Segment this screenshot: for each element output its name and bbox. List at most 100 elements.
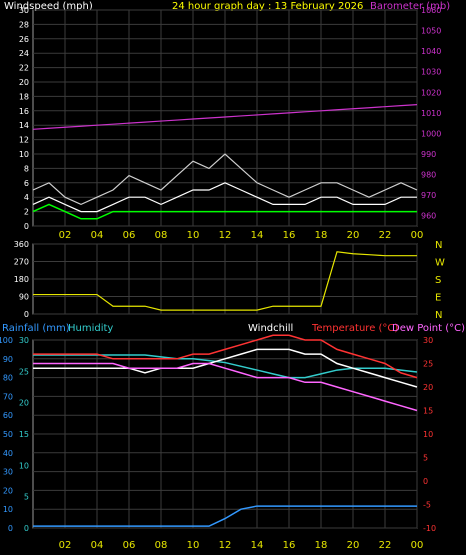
wind-ytick-label: 26 xyxy=(19,35,29,44)
compass-label: W xyxy=(435,258,445,269)
rain-ytick-label: 30 xyxy=(19,336,29,345)
humidity-ytick-label: 100 xyxy=(0,336,13,345)
humidity-ytick-label: 80 xyxy=(3,374,13,383)
barometer-ytick-label: 960 xyxy=(421,212,436,221)
series-gust xyxy=(32,153,418,206)
humidity-ytick-label: 10 xyxy=(3,505,13,514)
time-label-top: 04 xyxy=(91,230,104,241)
barometer-ytick-label: 990 xyxy=(421,150,436,159)
time-label-top: 08 xyxy=(155,230,168,241)
wind-ytick-label: 12 xyxy=(19,136,29,145)
wind-ytick-label: 6 xyxy=(24,179,29,188)
time-label-top: 18 xyxy=(315,230,328,241)
barometer-ytick-label: 980 xyxy=(421,171,436,180)
compass-label: S xyxy=(435,275,441,286)
direction-ytick-label: 270 xyxy=(14,258,29,267)
time-label-bottom: 22 xyxy=(379,540,392,551)
barometer-ytick-label: 1000 xyxy=(421,129,441,138)
humidity-ytick-label: 70 xyxy=(3,392,13,401)
temp-ytick-label: 25 xyxy=(423,360,433,369)
direction-ytick-label: 90 xyxy=(19,293,29,302)
wind-ytick-label: 16 xyxy=(19,107,29,116)
wind-ytick-label: 20 xyxy=(19,78,29,87)
temp-ytick-label: 30 xyxy=(423,336,433,345)
chart-marks: 0246810121416182022242628309609709809901… xyxy=(0,6,445,551)
humidity-ytick-label: 40 xyxy=(3,449,13,458)
series-barometer xyxy=(32,104,418,130)
barometer-ytick-label: 1060 xyxy=(421,6,441,15)
legend-windchill: Windchill xyxy=(248,323,293,334)
barometer-label: Barometer (mb) xyxy=(370,1,450,12)
barometer-ytick-label: 1050 xyxy=(421,27,441,36)
time-label-bottom: 16 xyxy=(283,540,296,551)
compass-label: N xyxy=(435,310,442,321)
chart-title: 24 hour graph day : 13 February 2026 xyxy=(172,1,363,12)
time-label-bottom: 04 xyxy=(91,540,104,551)
rain-ytick-label: 0 xyxy=(24,524,29,533)
windspeed-label: Windspeed (mph) xyxy=(4,1,93,12)
time-label-top: 16 xyxy=(283,230,296,241)
rain-ytick-label: 10 xyxy=(19,461,29,470)
series-direction xyxy=(33,251,417,311)
time-label-bottom: 18 xyxy=(315,540,328,551)
direction-ytick-label: 0 xyxy=(24,310,29,319)
temp-ytick-label: -10 xyxy=(423,524,436,533)
temp-ytick-label: 20 xyxy=(423,383,433,392)
barometer-ytick-label: 970 xyxy=(421,191,436,200)
time-label-top: 02 xyxy=(59,230,72,241)
time-label-top: 14 xyxy=(251,230,264,241)
series-windchill xyxy=(33,348,418,388)
compass-label: N xyxy=(435,240,442,251)
time-label-bottom: 20 xyxy=(347,540,360,551)
time-label-bottom: 12 xyxy=(219,540,232,551)
temp-ytick-label: 10 xyxy=(423,430,433,439)
legend-humidity: Humidity xyxy=(68,323,113,334)
temp-ytick-label: -5 xyxy=(423,501,431,510)
wind-ytick-label: 28 xyxy=(19,20,29,29)
temp-ytick-label: 0 xyxy=(423,477,428,486)
wind-ytick-label: 10 xyxy=(19,150,29,159)
barometer-ytick-label: 1040 xyxy=(421,47,441,56)
series-average xyxy=(32,203,417,220)
humidity-ytick-label: 30 xyxy=(3,468,13,477)
time-label-bottom: 00 xyxy=(411,540,424,551)
series-speed xyxy=(32,182,417,213)
legend-rainfall: Rainfall (mm) xyxy=(2,323,70,334)
time-label-top: 00 xyxy=(411,230,424,241)
time-label-bottom: 08 xyxy=(155,540,168,551)
wind-ytick-label: 30 xyxy=(19,6,29,15)
temp-ytick-label: 15 xyxy=(423,407,433,416)
humidity-ytick-label: 20 xyxy=(3,486,13,495)
compass-label: E xyxy=(435,293,441,304)
direction-ytick-label: 180 xyxy=(14,275,29,284)
time-label-top: 20 xyxy=(347,230,360,241)
direction-ytick-label: 360 xyxy=(14,240,29,249)
wind-ytick-label: 2 xyxy=(24,208,29,217)
rain-ytick-label: 20 xyxy=(19,399,29,408)
wind-ytick-label: 22 xyxy=(19,64,29,73)
humidity-ytick-label: 50 xyxy=(3,430,13,439)
series-rainfall xyxy=(33,505,417,527)
barometer-ytick-label: 1030 xyxy=(421,68,441,77)
time-label-top: 12 xyxy=(219,230,232,241)
time-label-bottom: 06 xyxy=(123,540,136,551)
legend-dewpoint: Dew Point (°C) xyxy=(392,323,465,334)
barometer-ytick-label: 1010 xyxy=(421,109,441,118)
rain-ytick-label: 15 xyxy=(19,430,29,439)
barometer-ytick-label: 1020 xyxy=(421,88,441,97)
time-label-top: 22 xyxy=(379,230,392,241)
time-label-top: 06 xyxy=(123,230,136,241)
series-dewpoint xyxy=(33,362,418,412)
humidity-ytick-label: 90 xyxy=(3,355,13,364)
time-label-bottom: 10 xyxy=(187,540,200,551)
legend-temperature: Temperature (°C) xyxy=(311,323,398,334)
wind-ytick-label: 0 xyxy=(24,222,29,231)
wind-ytick-label: 8 xyxy=(24,164,29,173)
wind-ytick-label: 4 xyxy=(24,193,29,202)
humidity-ytick-label: 0 xyxy=(8,524,13,533)
series-temperature xyxy=(33,334,418,379)
time-label-bottom: 14 xyxy=(251,540,264,551)
humidity-ytick-label: 60 xyxy=(3,411,13,420)
